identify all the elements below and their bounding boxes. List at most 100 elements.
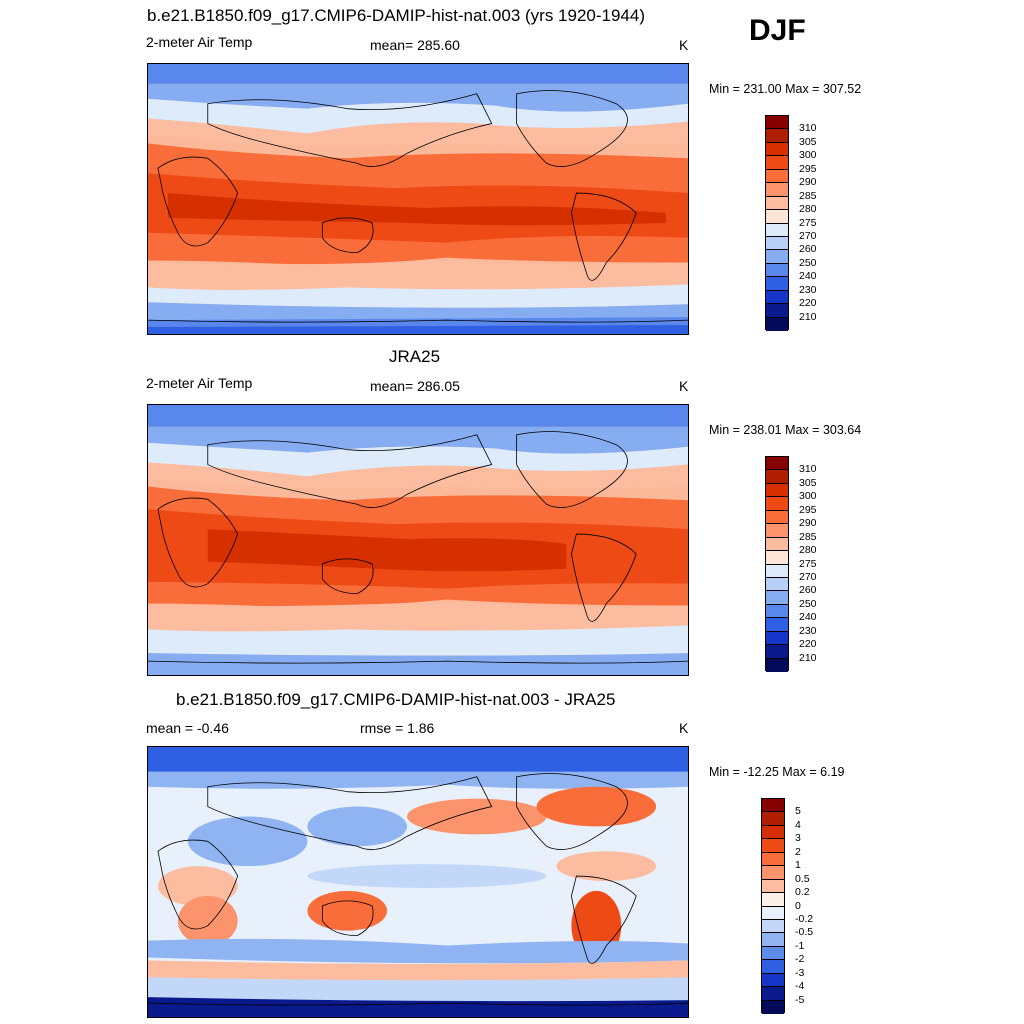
panel-1-minmax: Min = 231.00 Max = 307.52	[709, 82, 862, 96]
north-america-coastline	[516, 431, 628, 508]
colorbar-tick-label: -1	[795, 939, 805, 952]
colorbar-tick-label: 220	[799, 297, 817, 310]
colorbar-swatch	[766, 116, 788, 130]
colorbar-tick-label: 295	[799, 162, 817, 175]
panel-1-map	[147, 63, 689, 335]
colorbar-swatch	[762, 919, 784, 934]
colorbar-tick-label: -5	[795, 993, 805, 1006]
colorbar-tick-label: 270	[799, 570, 817, 583]
colorbar-swatch	[766, 210, 788, 224]
africa-coastline	[157, 497, 239, 588]
north-america-coastline	[516, 773, 628, 850]
colorbar-swatch	[766, 290, 788, 305]
panel-1-title: b.e21.B1850.f09_g17.CMIP6-DAMIP-hist-nat…	[147, 6, 645, 25]
colorbar-swatch	[766, 250, 788, 264]
colorbar-tick-label: -2	[795, 953, 805, 966]
colorbar-tick-label: 300	[799, 149, 817, 162]
colorbar-swatch	[766, 524, 788, 538]
colorbar-tick-label: 310	[799, 122, 817, 135]
colorbar-tick-label: 280	[799, 544, 817, 557]
colorbar-tick-label: -0.5	[795, 926, 814, 939]
colorbar-swatch	[762, 960, 784, 974]
panel-2-minmax: Min = 238.01 Max = 303.64	[709, 423, 862, 437]
colorbar-swatch	[766, 142, 788, 157]
colorbar-tick-label: 300	[799, 490, 817, 503]
colorbar-swatch	[766, 631, 788, 646]
colorbar-tick-label: 0.2	[795, 886, 810, 899]
australia-coastline	[321, 558, 374, 595]
colorbar-tick-label: 210	[799, 651, 817, 664]
colorbar-swatch	[766, 577, 788, 592]
colorbar-tick-label: -0.2	[795, 912, 814, 925]
colorbar-swatch	[766, 537, 788, 552]
colorbar-swatch	[766, 497, 788, 511]
colorbar-swatch	[762, 852, 784, 867]
panel-3-title: b.e21.B1850.f09_g17.CMIP6-DAMIP-hist-nat…	[176, 690, 616, 709]
colorbar-swatch	[766, 304, 788, 318]
colorbar-swatch	[766, 564, 788, 578]
colorbar-swatch	[766, 129, 788, 143]
colorbar-swatch	[762, 893, 784, 907]
africa-coastline	[157, 839, 239, 930]
colorbar-tick-label: 4	[795, 818, 801, 831]
panel-2-title: JRA25	[389, 347, 441, 366]
panel-1-mean-label: mean= 285.60	[370, 37, 460, 53]
north-america-coastline	[516, 90, 628, 167]
colorbar-swatch	[766, 263, 788, 278]
colorbar-tick-label: 270	[799, 229, 817, 242]
colorbar-swatch	[766, 645, 788, 659]
panel-2-contour-field	[148, 405, 688, 675]
panel-2-colorbar	[765, 456, 789, 672]
season-label: DJF	[749, 14, 806, 47]
colorbar-swatch	[766, 236, 788, 251]
australia-coastline	[321, 217, 374, 254]
colorbar-tick-label: 260	[799, 243, 817, 256]
antarctica-coastline	[148, 319, 688, 323]
colorbar-swatch	[766, 183, 788, 197]
colorbar-tick-label: 230	[799, 283, 817, 296]
panel-1-variable-label: 2-meter Air Temp	[146, 34, 253, 50]
colorbar-swatch	[766, 551, 788, 565]
colorbar-tick-label: 290	[799, 176, 817, 189]
colorbar-swatch	[766, 618, 788, 632]
antarctica-coastline	[148, 660, 688, 664]
colorbar-swatch	[766, 169, 788, 184]
panel-1-units: K	[679, 37, 689, 53]
colorbar-swatch	[762, 973, 784, 988]
south-america-coastline	[571, 533, 637, 622]
colorbar-tick-label: 1	[795, 859, 801, 872]
colorbar-swatch	[762, 946, 784, 961]
colorbar-swatch	[766, 470, 788, 484]
colorbar-tick-label: 310	[799, 463, 817, 476]
panel-2-mean-label: mean= 286.05	[370, 378, 460, 394]
panel-3-colorbar	[761, 798, 785, 1014]
colorbar-tick-label: 305	[799, 135, 817, 148]
colorbar-swatch	[766, 277, 788, 291]
colorbar-tick-label: 220	[799, 638, 817, 651]
panel-3-rmse-label: rmse = 1.86	[360, 720, 435, 736]
colorbar-tick-label: -3	[795, 966, 805, 979]
colorbar-tick-label: 240	[799, 270, 817, 283]
colorbar-swatch	[766, 483, 788, 498]
colorbar-tick-label: 0.5	[795, 872, 810, 885]
south-america-coastline	[571, 192, 637, 281]
panel-2-units: K	[679, 378, 689, 394]
colorbar-tick-label: 250	[799, 597, 817, 610]
colorbar-swatch	[762, 866, 784, 880]
colorbar-swatch	[762, 933, 784, 947]
colorbar-swatch	[766, 510, 788, 525]
panel-3-mean-label: mean = -0.46	[146, 720, 229, 736]
colorbar-tick-label: -4	[795, 980, 805, 993]
panel-3-minmax: Min = -12.25 Max = 6.19	[709, 765, 845, 779]
colorbar-swatch	[762, 812, 784, 826]
colorbar-tick-label: 275	[799, 557, 817, 570]
panel-1-contour-field	[148, 64, 688, 334]
colorbar-swatch	[762, 1000, 784, 1014]
eurasia-coastline	[207, 776, 493, 850]
south-america-coastline	[571, 875, 637, 964]
colorbar-swatch	[766, 223, 788, 237]
colorbar-tick-label: 210	[799, 310, 817, 323]
colorbar-tick-label: 2	[795, 845, 801, 858]
colorbar-tick-label: 3	[795, 832, 801, 845]
eurasia-coastline	[207, 434, 493, 508]
